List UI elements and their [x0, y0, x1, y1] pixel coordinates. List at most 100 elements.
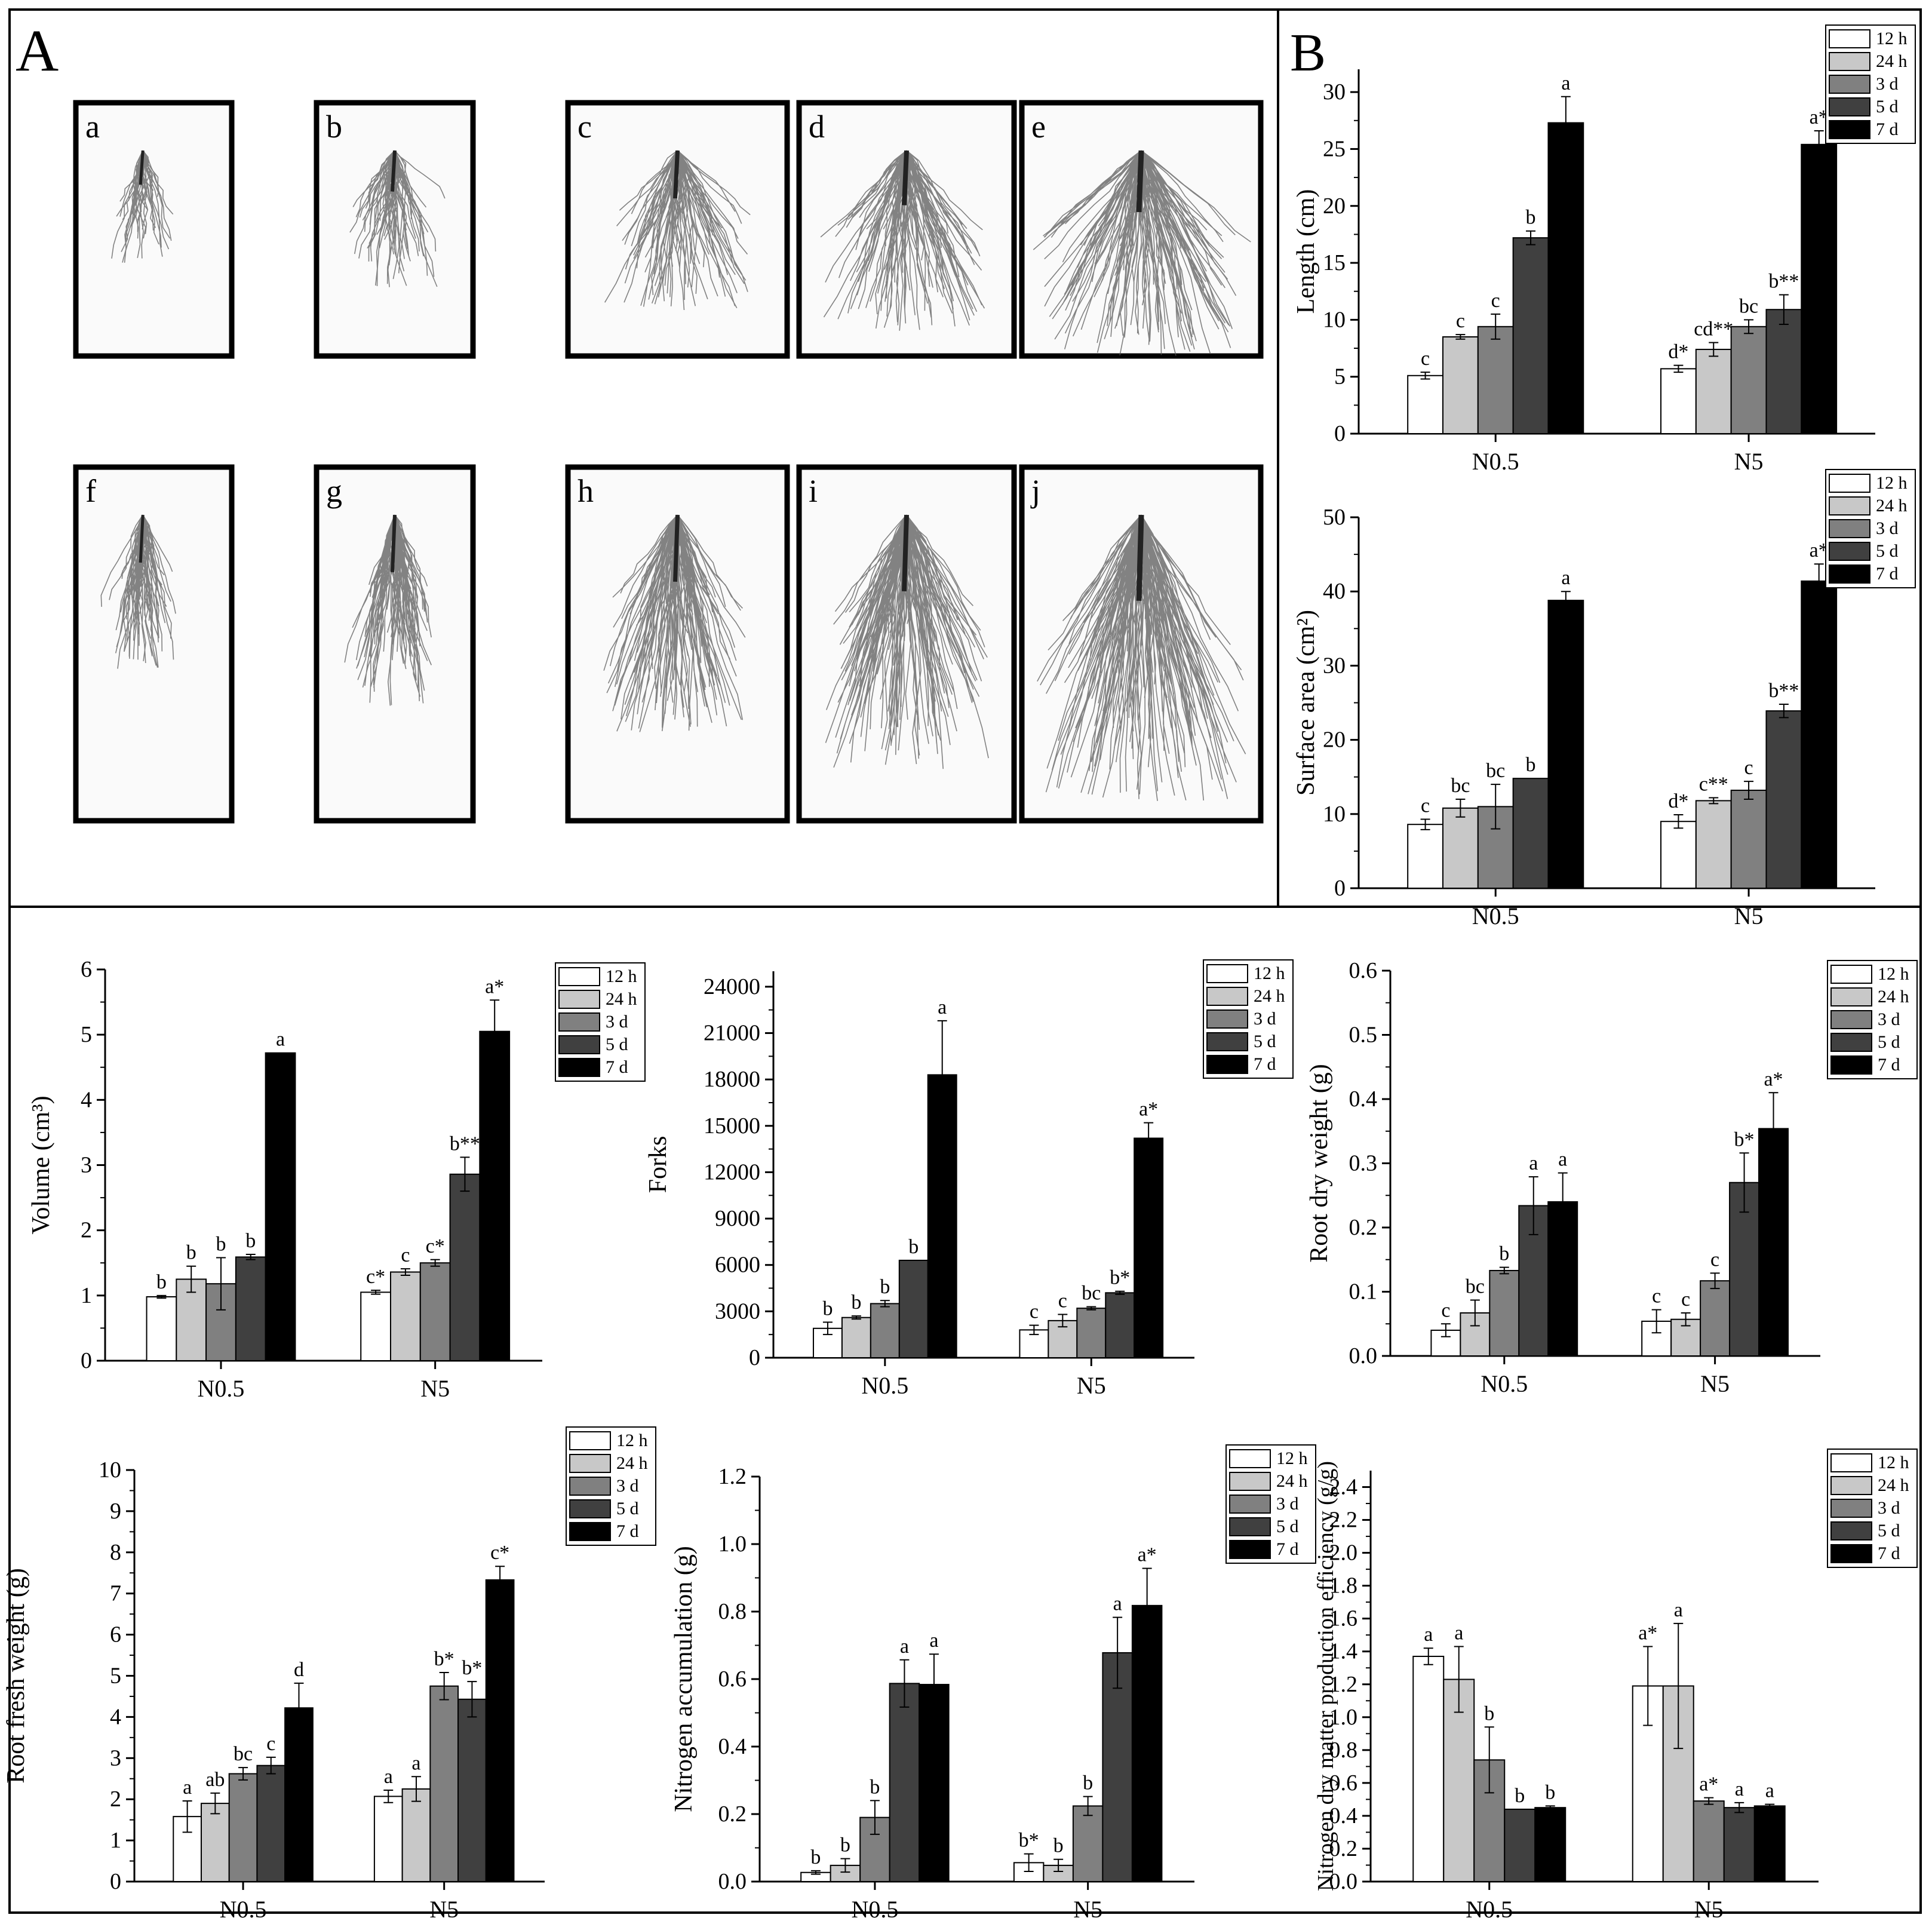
legend-swatch	[569, 1431, 611, 1450]
significance-label: b	[880, 1276, 890, 1298]
y-axis-label: Length (cm)	[1292, 189, 1320, 314]
y-tick-label: 4	[81, 1087, 92, 1112]
significance-label: b*	[1110, 1267, 1130, 1289]
significance-label: a*	[1139, 1098, 1158, 1121]
y-tick-label: 3000	[715, 1299, 760, 1324]
legend-swatch	[1206, 1055, 1248, 1074]
root-drawing	[820, 150, 985, 331]
bar	[1131, 1604, 1163, 1883]
significance-label: a	[1529, 1152, 1538, 1174]
significance-label: b	[156, 1271, 167, 1293]
legend-label: 5 d	[1276, 1517, 1299, 1536]
legend-label: 12 h	[1876, 473, 1908, 493]
legend-swatch	[569, 1499, 611, 1518]
y-tick-label: 0.6	[1329, 1770, 1358, 1796]
legend-swatch	[1830, 1033, 1872, 1052]
y-axis-label: Root dry weight (g)	[1306, 1064, 1333, 1262]
significance-label: a	[1424, 1624, 1433, 1646]
bar	[1076, 1308, 1107, 1359]
y-tick-label: 15000	[704, 1113, 760, 1139]
significance-label: b	[870, 1776, 880, 1798]
y-tick-label: 20	[1323, 194, 1346, 219]
y-tick-label: 0	[110, 1869, 121, 1894]
y-tick-label: 15	[1323, 250, 1346, 275]
y-tick-label: 10	[1323, 802, 1346, 827]
y-tick-label: 0.3	[1349, 1151, 1378, 1176]
legend-label: 24 h	[1876, 496, 1908, 515]
y-tick-label: 20	[1323, 728, 1346, 753]
y-tick-label: 2.0	[1329, 1541, 1358, 1566]
legend-label: 12 h	[616, 1431, 648, 1450]
significance-label: c*	[366, 1266, 385, 1288]
bar	[1660, 368, 1697, 434]
significance-label: c**	[1699, 773, 1728, 795]
y-tick-label: 0.2	[1349, 1215, 1378, 1240]
root-drawing	[603, 514, 746, 732]
legend-swatch	[1830, 1544, 1872, 1563]
legend-label: 7 d	[1878, 1543, 1900, 1563]
bar	[1489, 1270, 1520, 1357]
legend-swatch	[1830, 1010, 1872, 1029]
significance-label: a*	[1138, 1544, 1157, 1566]
significance-label: b	[245, 1230, 256, 1252]
legend-label: 7 d	[1276, 1539, 1299, 1559]
bar	[419, 1262, 451, 1361]
y-tick-label: 0.1	[1349, 1279, 1378, 1305]
legend-swatch	[1829, 519, 1870, 538]
legend: 12 h 24 h 3 d 5 d 7 d	[566, 1426, 656, 1546]
root-image-label: a	[85, 109, 100, 145]
significance-label: c	[1441, 1299, 1450, 1321]
legend-swatch	[1830, 1521, 1872, 1541]
legend-label: 3 d	[1254, 1009, 1276, 1029]
figure-frames	[8, 8, 1922, 1914]
significance-label: bc	[1451, 775, 1470, 797]
significance-label: c	[1681, 1288, 1690, 1311]
root-image-i: i	[796, 464, 1017, 824]
significance-label: c	[1710, 1248, 1719, 1271]
legend-swatch	[1206, 964, 1248, 983]
bar	[401, 1788, 431, 1883]
root-base	[139, 150, 145, 185]
legend-swatch	[1229, 1517, 1271, 1536]
legend-label: 7 d	[616, 1521, 639, 1541]
y-tick-label: 8	[110, 1540, 121, 1565]
legend-label: 12 h	[1276, 1449, 1308, 1468]
legend-swatch	[558, 967, 600, 986]
bar	[373, 1796, 403, 1882]
y-tick-label: 5	[81, 1022, 92, 1047]
significance-label: c	[1421, 794, 1430, 817]
legend-label: 12 h	[606, 966, 637, 986]
y-tick-label: 18000	[704, 1067, 760, 1092]
significance-label: d*	[1668, 341, 1688, 363]
legend-swatch	[1830, 1499, 1872, 1518]
root-drawing	[1033, 150, 1251, 356]
y-tick-label: 40	[1323, 579, 1346, 604]
significance-label: c	[1491, 290, 1500, 312]
y-tick-label: 2	[110, 1787, 121, 1812]
significance-label: a	[1454, 1622, 1463, 1644]
legend-label: 5 d	[1878, 1521, 1900, 1541]
significance-label: b	[810, 1846, 821, 1868]
significance-label: bc	[1082, 1282, 1101, 1305]
y-tick-label: 6000	[715, 1253, 760, 1278]
legend-swatch	[569, 1522, 611, 1541]
y-tick-label: 0.2	[718, 1802, 747, 1827]
x-tick-label: N5	[429, 1896, 459, 1921]
root-image-frame	[565, 100, 790, 359]
significance-label: b	[1083, 1772, 1093, 1794]
significance-label: b*	[1019, 1830, 1039, 1852]
legend-label: 24 h	[1876, 51, 1908, 71]
bar	[1442, 336, 1479, 434]
chart-1: 0 5 10 15 20 25 30 Length (cm) N0.5 c c c b a N5 d* cd**…	[1292, 24, 1916, 475]
y-tick-label: 9000	[715, 1206, 760, 1231]
bar	[1534, 1807, 1567, 1882]
legend-label: 24 h	[1276, 1471, 1308, 1491]
chart-4: 0 3000 6000 9000 12000 15000 18000 21000 24000 Fo…	[644, 959, 1294, 1399]
legend: 12 h 24 h 3 d 5 d 7 d	[1825, 469, 1916, 588]
bar	[1730, 790, 1767, 889]
significance-label: bc	[1466, 1275, 1485, 1297]
root-drawing	[349, 150, 446, 287]
significance-label: b**	[450, 1133, 480, 1155]
